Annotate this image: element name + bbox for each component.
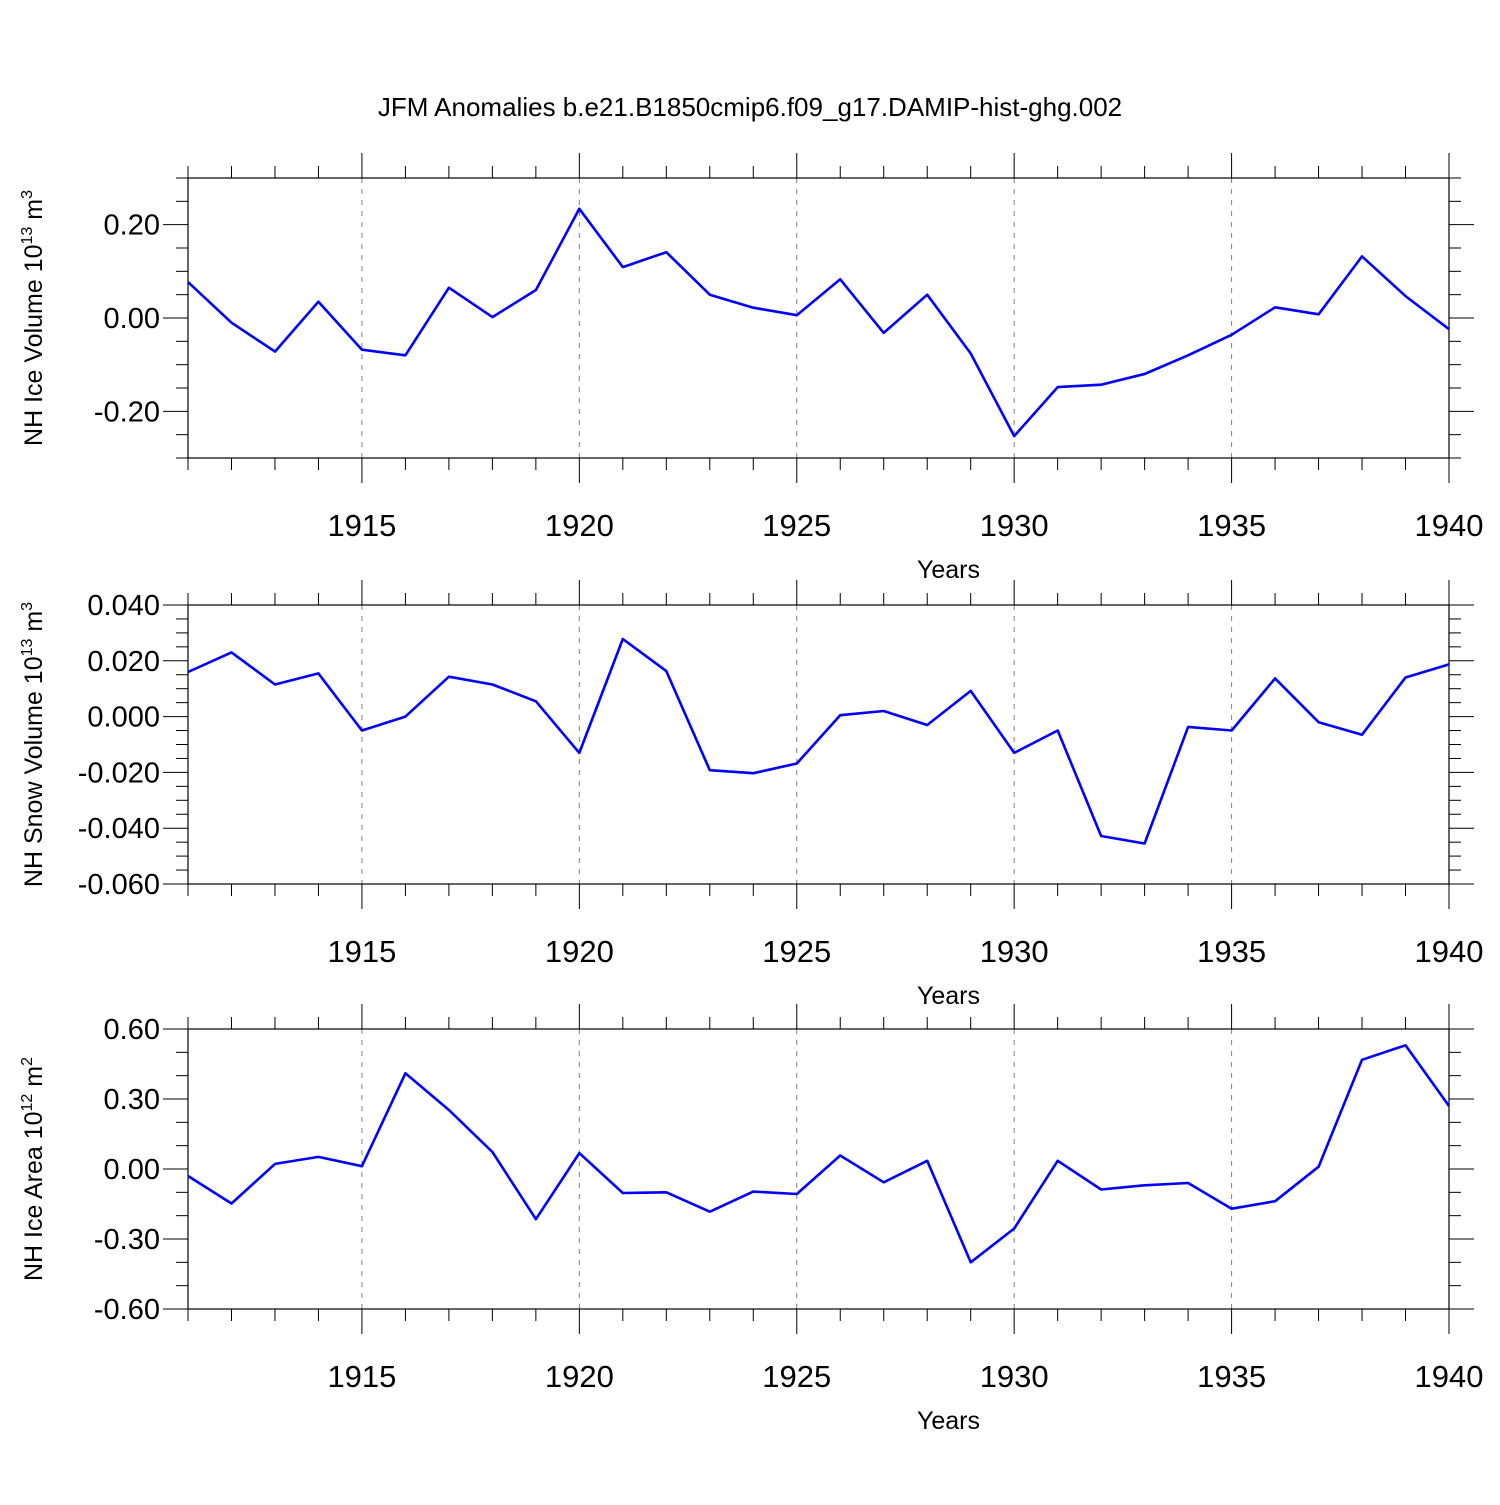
x-tick-label: 1925 xyxy=(762,934,831,969)
x-axis-label: Years xyxy=(917,556,980,584)
x-tick-label: 1915 xyxy=(327,934,396,969)
y-tick-label: -0.060 xyxy=(78,869,160,901)
x-tick-label: 1935 xyxy=(1197,934,1266,969)
panel-1: -0.20 0.00 0.20 1915 1920 1925 1930 1935 1940 Yea… xyxy=(19,153,1483,584)
y-tick-label: 0.30 xyxy=(104,1084,160,1116)
x-tick-label: 1940 xyxy=(1415,1359,1484,1394)
plot-frame xyxy=(187,177,1450,459)
x-tick-label: 1930 xyxy=(980,1359,1049,1394)
x-tick-label: 1915 xyxy=(327,1359,396,1394)
series-line xyxy=(187,207,1450,438)
series-line xyxy=(187,1044,1451,1264)
x-tick-label: 1925 xyxy=(762,1359,831,1394)
y-axis-label: NH Ice Area 1012 m2 xyxy=(19,1057,48,1281)
y-axis-label: NH Snow Volume 1013 m3 xyxy=(19,602,48,887)
x-tick-label: 1940 xyxy=(1415,934,1484,969)
y-tick-label: 0.00 xyxy=(104,303,160,335)
y-tick-label: 0.020 xyxy=(87,646,160,678)
plot-frame xyxy=(187,1028,1450,1310)
x-axis-label: Years xyxy=(917,1407,980,1435)
y-tick-label: -0.20 xyxy=(94,396,160,428)
y-tick-label: -0.040 xyxy=(78,813,160,845)
x-axis-label: Years xyxy=(917,982,980,1010)
x-tick-label: 1935 xyxy=(1197,508,1266,543)
x-tick-label: 1920 xyxy=(545,1359,614,1394)
y-tick-label: 0.000 xyxy=(87,702,160,734)
y-axis-label: NH Ice Volume 1013 m3 xyxy=(19,190,48,446)
x-tick-label: 1920 xyxy=(545,508,614,543)
y-tick-label: 0.040 xyxy=(87,590,160,622)
x-tick-label: 1925 xyxy=(762,508,831,543)
y-tick-label: -0.60 xyxy=(94,1294,160,1326)
panel-2: -0.060 -0.040 -0.020 0.000 0.020 0.040 1915 192… xyxy=(19,580,1483,1010)
x-tick-label: 1915 xyxy=(327,508,396,543)
x-tick-label: 1920 xyxy=(545,934,614,969)
y-tick-label: -0.020 xyxy=(78,757,160,789)
y-tick-label: 0.60 xyxy=(104,1014,160,1046)
x-tick-label: 1940 xyxy=(1415,508,1484,543)
x-tick-label: 1935 xyxy=(1197,1359,1266,1394)
panel-3: -0.60 -0.30 0.00 0.30 0.60 1915 1920 1925 1930 19… xyxy=(19,1004,1483,1435)
y-tick-label: 0.00 xyxy=(104,1154,160,1186)
panels: -0.20 0.00 0.20 1915 1920 1925 1930 1935 1940 Yea… xyxy=(19,153,1483,1435)
x-tick-label: 1930 xyxy=(980,934,1049,969)
series-line xyxy=(187,637,1450,845)
plot-frame xyxy=(187,604,1450,885)
x-tick-label: 1930 xyxy=(980,508,1049,543)
figure-title: JFM Anomalies b.e21.B1850cmip6.f09_g17.D… xyxy=(378,92,1122,122)
y-tick-label: -0.30 xyxy=(94,1224,160,1256)
y-tick-label: 0.20 xyxy=(104,210,160,242)
